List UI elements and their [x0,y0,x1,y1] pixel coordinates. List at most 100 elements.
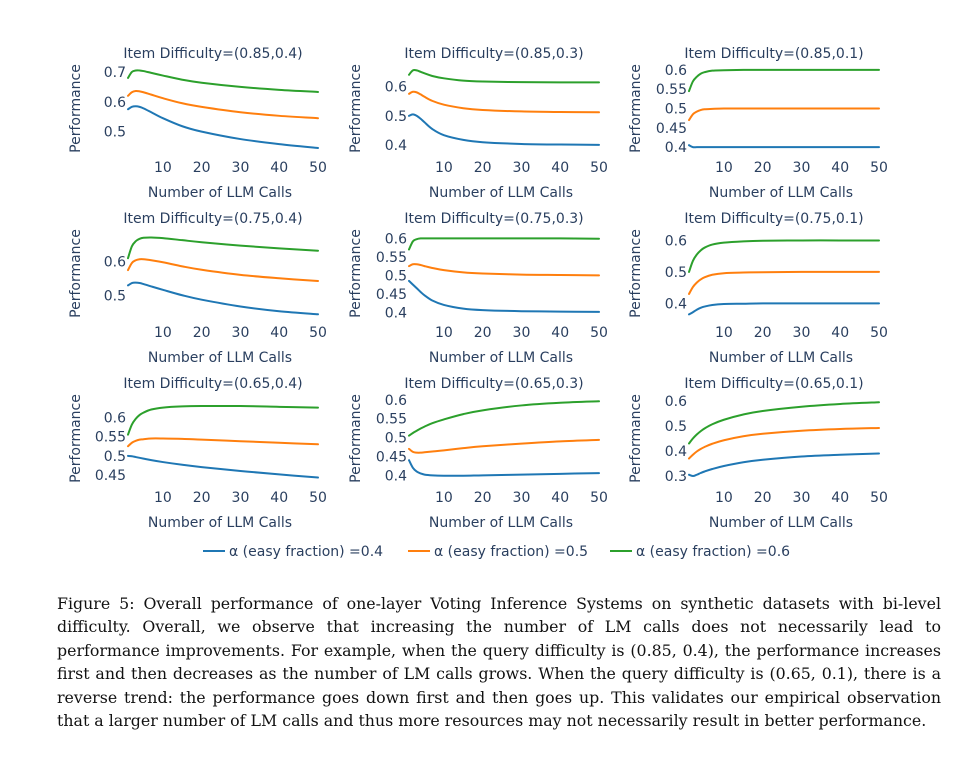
x-tick-label: 10 [715,490,733,506]
x-tick-label: 20 [474,490,492,506]
legend-item-2: α (easy fraction) =0.5 [408,544,588,560]
subplot-5: Item Difficulty=(0.75,0.3) 0.4 0.45 0.5 0.55… [348,211,608,366]
series-line-2 [127,258,319,282]
y-tick-label: 0.5 [665,419,687,435]
subplot-7: Item Difficulty=(0.65,0.4) 0.45 0.5 0.55 0.6… [68,376,327,531]
x-tick-label: 50 [590,325,608,341]
subplot-title: Item Difficulty=(0.75,0.4) [123,211,302,227]
y-tick-label: 0.5 [104,449,126,465]
y-tick-label: 0.4 [385,138,407,154]
series-line-2 [408,90,600,114]
x-tick-label: 50 [590,160,608,176]
y-axis-label: Performance [68,229,84,318]
x-tick-label: 50 [870,490,888,506]
x-tick-label: 40 [270,490,288,506]
x-tick-label: 20 [754,160,772,176]
y-tick-label: 0.4 [385,305,407,321]
x-tick-label: 40 [551,490,569,506]
y-tick-label: 0.7 [104,65,126,81]
y-tick-label: 0.55 [656,82,687,98]
x-tick-label: 10 [715,160,733,176]
y-tick-label: 0.5 [665,102,687,118]
x-tick-label: 50 [870,325,888,341]
y-tick-label: 0.5 [385,109,407,125]
x-tick-label: 30 [232,325,250,341]
subplot-3: Item Difficulty=(0.85,0.1) 0.4 0.45 0.5 0.55… [628,46,888,201]
y-tick-label: 0.4 [665,140,687,156]
x-tick-label: 50 [309,160,327,176]
subplot-title: Item Difficulty=(0.85,0.1) [684,46,863,62]
x-tick-label: 20 [193,160,211,176]
subplot-title: Item Difficulty=(0.65,0.3) [404,376,583,392]
legend: α (easy fraction) =0.4 α (easy fraction) … [203,544,790,560]
series-line-3 [688,401,880,445]
subplot-title: Item Difficulty=(0.85,0.4) [123,46,302,62]
subplot-1: Item Difficulty=(0.85,0.4) 0.5 0.6 0.7 10 20 3… [68,46,327,201]
series-line-2 [408,438,600,454]
series-line-2 [688,427,880,460]
y-tick-label: 0.6 [665,63,687,79]
series-line-1 [127,281,319,316]
x-tick-label: 40 [551,160,569,176]
y-tick-label: 0.6 [385,393,407,409]
y-tick-label: 0.45 [656,121,687,137]
subplot-title: Item Difficulty=(0.85,0.3) [404,46,583,62]
series-line-3 [408,69,600,84]
y-axis-label: Performance [628,64,644,153]
y-tick-label: 0.6 [104,255,126,271]
x-tick-label: 30 [232,490,250,506]
legend-item-1: α (easy fraction) =0.4 [203,544,383,560]
x-tick-label: 20 [474,160,492,176]
series-line-2 [127,437,319,448]
y-axis-label: Performance [628,394,644,483]
x-tick-label: 10 [154,325,172,341]
series-line-2 [127,90,319,120]
x-tick-label: 10 [435,160,453,176]
y-axis-label: Performance [68,394,84,483]
x-tick-label: 50 [590,490,608,506]
x-axis-label: Number of LLM Calls [148,515,292,531]
series-line-1 [408,459,600,477]
x-tick-label: 30 [513,325,531,341]
subplot-title: Item Difficulty=(0.65,0.4) [123,376,302,392]
y-tick-label: 0.6 [385,80,407,96]
x-tick-label: 50 [309,490,327,506]
y-tick-label: 0.5 [385,431,407,447]
subplot-8: Item Difficulty=(0.65,0.3) 0.4 0.45 0.5 0.55… [348,376,608,531]
y-tick-label: 0.4 [385,468,407,484]
series-line-1 [688,452,880,477]
series-line-3 [408,400,600,437]
y-tick-label: 0.45 [95,468,126,484]
y-tick-label: 0.3 [665,469,687,485]
x-tick-label: 10 [715,325,733,341]
x-tick-label: 30 [513,160,531,176]
figure-grid: Item Difficulty=(0.85,0.4) 0.5 0.6 0.7 10 20 3… [68,46,888,560]
y-tick-label: 0.55 [376,412,407,428]
x-axis-label: Number of LLM Calls [709,350,853,366]
y-tick-label: 0.5 [104,289,126,305]
x-axis-label: Number of LLM Calls [148,185,292,201]
y-tick-label: 0.5 [665,265,687,281]
x-axis-label: Number of LLM Calls [709,185,853,201]
x-tick-label: 40 [831,325,849,341]
x-axis-label: Number of LLM Calls [429,185,573,201]
x-tick-label: 40 [270,325,288,341]
y-tick-label: 0.5 [104,125,126,141]
y-axis-label: Performance [348,229,364,318]
y-tick-label: 0.6 [665,394,687,410]
x-tick-label: 20 [193,490,211,506]
y-tick-label: 0.4 [665,296,687,312]
x-tick-label: 20 [754,325,772,341]
legend-label: α (easy fraction) =0.5 [434,544,588,560]
series-line-3 [408,237,600,251]
series-line-1 [688,302,880,316]
x-axis-label: Number of LLM Calls [709,515,853,531]
figure-caption: Figure 5: Overall performance of one-lay… [57,594,941,731]
series-line-1 [127,454,319,479]
y-axis-label: Performance [348,394,364,483]
x-tick-label: 30 [793,325,811,341]
series-line-1 [408,279,600,313]
y-tick-label: 0.5 [385,268,407,284]
x-axis-label: Number of LLM Calls [429,350,573,366]
series-line-1 [688,144,880,149]
